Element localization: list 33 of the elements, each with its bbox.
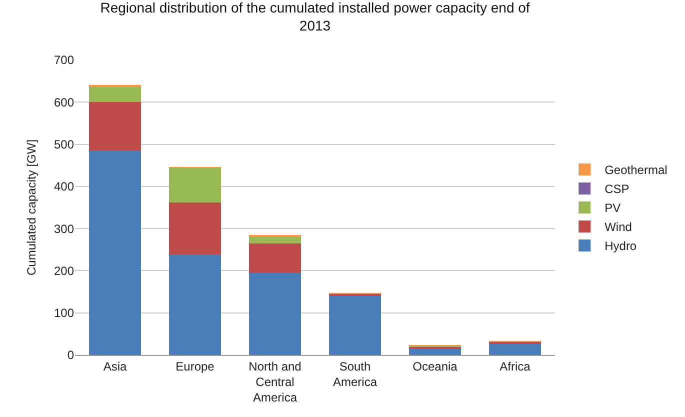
bar — [329, 295, 381, 355]
bar — [409, 348, 461, 355]
bar — [169, 254, 221, 355]
x-tick-label: Asia — [103, 359, 127, 374]
bar — [89, 150, 141, 355]
x-tick-label: Africa — [500, 359, 531, 374]
legend-label: CSP — [604, 182, 630, 196]
x-tick-label: South America — [332, 359, 378, 389]
y-tick-label: 0 — [67, 348, 74, 362]
bar — [89, 86, 141, 102]
legend-label: Hydro — [604, 239, 637, 254]
y-tick-label: 700 — [54, 53, 74, 68]
y-tick-label: 400 — [54, 180, 74, 194]
bar — [169, 202, 221, 254]
bar — [249, 237, 301, 244]
y-axis-title: Cumulated capacity [GW] — [24, 139, 38, 276]
legend-label: PV — [604, 201, 621, 216]
bar — [169, 168, 221, 202]
x-tick-label: Europe — [176, 359, 215, 374]
bar — [89, 102, 141, 151]
y-tick-label: 300 — [54, 222, 74, 236]
y-tick-label: 500 — [54, 137, 74, 152]
x-tick-label: North and Central America — [248, 359, 302, 405]
legend-label: Geothermal — [604, 163, 668, 178]
bar — [249, 273, 301, 355]
y-tick-label: 600 — [54, 95, 74, 110]
chart-title: Regional distribution of the cumulated installed power capacity end of 2013 — [100, 0, 530, 34]
bar — [249, 243, 301, 274]
legend-label: Wind — [604, 220, 632, 234]
x-tick-label: Oceania — [412, 359, 458, 374]
bar — [489, 343, 541, 355]
y-tick-label: 100 — [54, 306, 74, 320]
y-tick-label: 200 — [54, 264, 74, 278]
